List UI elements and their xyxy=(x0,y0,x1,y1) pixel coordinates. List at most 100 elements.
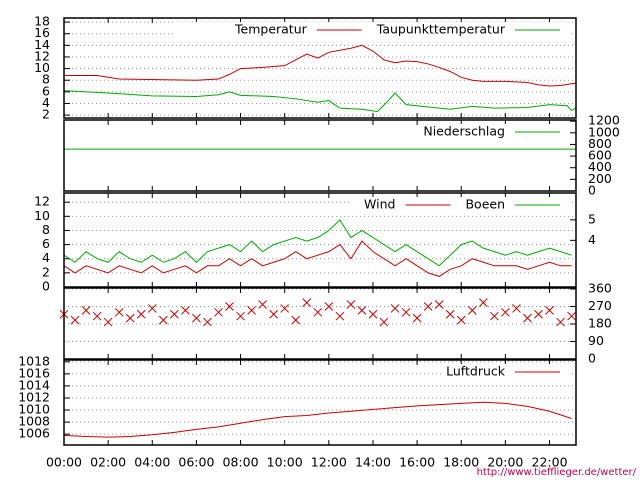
y-tick-label: 360 xyxy=(588,280,612,295)
y-tick-label: 1014 xyxy=(18,377,50,392)
y-tick-label: 800 xyxy=(588,136,612,151)
y-tick-label: 6 xyxy=(42,236,50,251)
y-tick-label: 180 xyxy=(588,315,612,330)
scatter-point xyxy=(158,315,168,325)
scatter-point xyxy=(302,298,312,307)
scatter-point xyxy=(269,309,279,319)
scatter-point xyxy=(523,313,532,323)
x-tick-label: 20:00 xyxy=(487,455,523,470)
scatter-point xyxy=(203,317,212,327)
series-line xyxy=(63,219,572,267)
scatter-point xyxy=(456,315,466,325)
scatter-point xyxy=(567,311,576,321)
legend-background xyxy=(173,22,570,38)
legend-background xyxy=(350,197,570,213)
y-tick-label: 12 xyxy=(34,194,50,209)
panel-frame xyxy=(63,119,577,192)
y-tick-label: 1010 xyxy=(18,402,50,417)
scatter-point xyxy=(512,304,521,313)
scatter-point xyxy=(136,309,146,319)
legend-background xyxy=(418,124,570,140)
scatter-point xyxy=(478,298,488,307)
scatter-point xyxy=(192,313,201,323)
scatter-point xyxy=(335,311,345,321)
y2-tick-label: 4 xyxy=(588,232,596,247)
y-tick-label: 1006 xyxy=(18,426,50,441)
x-tick-label: 02:00 xyxy=(90,455,126,470)
y-tick-label: 0 xyxy=(588,183,596,198)
legend-label: Temperatur xyxy=(234,22,308,37)
y-tick-label: 2 xyxy=(42,107,50,122)
scatter-point xyxy=(434,300,444,309)
y2-tick-label: 5 xyxy=(588,211,596,226)
y-tick-label: 1016 xyxy=(18,365,50,380)
scatter-point xyxy=(313,307,323,317)
y-tick-label: 4 xyxy=(42,95,50,110)
y-tick-label: 4 xyxy=(42,250,50,265)
legend-background xyxy=(441,364,570,380)
scatter-point xyxy=(114,307,124,317)
panel-frame xyxy=(63,192,577,288)
y-tick-label: 10 xyxy=(34,208,50,223)
scatter-point xyxy=(125,313,135,323)
scatter-point xyxy=(92,311,102,321)
scatter-point xyxy=(225,302,234,311)
scatter-point xyxy=(445,309,455,319)
scatter-point xyxy=(368,309,378,319)
scatter-point xyxy=(147,304,157,313)
y-tick-label: 1200 xyxy=(588,113,620,128)
y-tick-label: 270 xyxy=(588,298,612,313)
y-tick-label: 0 xyxy=(42,279,50,294)
scatter-point xyxy=(489,311,499,321)
y-tick-label: 8 xyxy=(42,222,50,237)
y-tick-label: 16 xyxy=(34,25,50,40)
series-line xyxy=(64,44,577,87)
scatter-point xyxy=(379,317,389,327)
legend-label: Wind xyxy=(364,197,395,212)
y-tick-label: 18 xyxy=(34,14,50,29)
y-tick-label: 8 xyxy=(42,72,50,87)
y-tick-label: 1008 xyxy=(18,414,50,429)
scatter-point xyxy=(247,306,256,315)
panel-frame xyxy=(63,287,577,360)
scatter-point xyxy=(214,307,223,317)
scatter-point xyxy=(169,309,179,319)
scatter-point xyxy=(346,300,356,309)
scatter-point xyxy=(81,306,91,315)
scatter-point xyxy=(291,315,301,325)
y-tick-label: 1018 xyxy=(18,353,50,368)
y-tick-label: 1000 xyxy=(588,124,620,139)
y-tick-label: 400 xyxy=(588,159,612,174)
scatter-point xyxy=(467,306,477,315)
scatter-point xyxy=(423,302,433,311)
y-tick-label: 200 xyxy=(588,171,612,186)
scatter-point xyxy=(534,309,543,319)
scatter-point xyxy=(390,304,400,313)
x-tick-label: 14:00 xyxy=(355,455,391,470)
x-tick-label: 00:00 xyxy=(46,455,82,470)
legend-label: Niederschlag xyxy=(423,124,505,139)
y-tick-label: 600 xyxy=(588,148,612,163)
legend-label: Luftdruck xyxy=(446,364,506,379)
series-line xyxy=(63,90,577,113)
scatter-point xyxy=(236,311,245,321)
y-tick-label: 12 xyxy=(34,48,50,63)
source-url: http://www.tiefflieger.de/wetter/ xyxy=(477,467,637,478)
x-tick-label: 12:00 xyxy=(311,455,347,470)
y-tick-label: 0 xyxy=(588,351,596,366)
x-tick-label: 04:00 xyxy=(134,455,170,470)
x-tick-label: 10:00 xyxy=(267,455,303,470)
panel-frame xyxy=(63,359,577,446)
scatter-point xyxy=(258,300,267,309)
scatter-point xyxy=(357,306,367,315)
x-tick-label: 16:00 xyxy=(399,455,435,470)
panel-frame xyxy=(63,17,577,119)
scatter-point xyxy=(181,306,190,315)
x-tick-label: 08:00 xyxy=(223,455,259,470)
y-tick-label: 90 xyxy=(588,333,604,348)
y-tick-label: 2 xyxy=(42,264,50,279)
y-tick-label: 1012 xyxy=(18,389,50,404)
series-line xyxy=(63,240,572,277)
scatter-point xyxy=(545,306,554,315)
